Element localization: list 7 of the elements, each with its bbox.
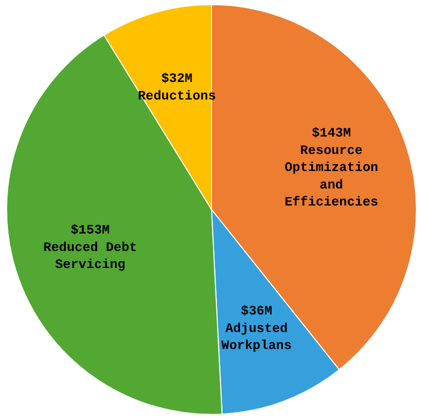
data-label: $32M	[161, 71, 193, 86]
slice-label: Reduced Debt Servicing	[43, 240, 138, 272]
data-label: $36M	[240, 304, 272, 319]
data-label: $153M	[70, 222, 110, 238]
slice-label: Adjusted Workplans	[221, 320, 292, 354]
slice-label: Resource Optimization and Efficiencies	[284, 142, 378, 210]
data-label: $143M	[312, 126, 352, 141]
